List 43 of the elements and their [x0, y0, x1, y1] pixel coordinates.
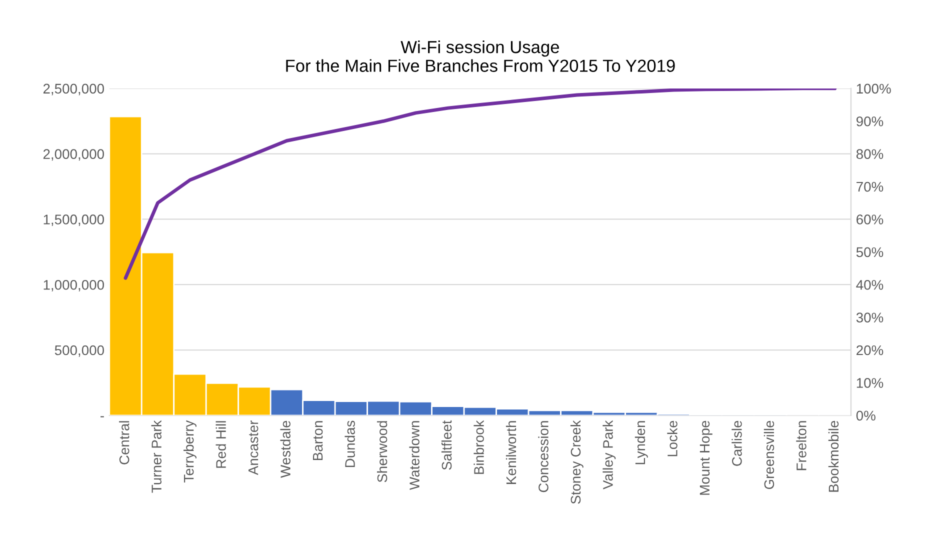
x-tick-label: Kenilworth	[506, 421, 516, 484]
x-tick-label: Lynden	[634, 421, 648, 464]
y-tick-label: 1,000,000	[44, 280, 104, 292]
x-tick-label: Barton	[313, 421, 323, 460]
y2-tick-label: 100%	[856, 84, 891, 94]
x-tick-label: Mount Hope	[700, 420, 712, 495]
x-tick-label: Freelton	[796, 421, 806, 470]
y-tick-label: 500,000	[54, 345, 104, 357]
x-tick-label: Westdale	[280, 420, 290, 478]
x-tick-label: Terryberry	[184, 420, 196, 482]
line-series	[124, 88, 837, 280]
y2-tick-label: 0%	[856, 410, 876, 421]
x-tick-label: Turner Park	[151, 420, 162, 493]
x-tick-label: Locke	[667, 420, 678, 456]
x-tick-label: Ancaster	[248, 420, 258, 476]
y-tick-label: 1,500,000	[44, 214, 104, 226]
y-tick-label: 2,500,000	[43, 84, 104, 96]
y-tick-label: -	[100, 416, 104, 418]
x-tick-label: Concession	[538, 421, 548, 492]
x-tick-label: Sherwood	[376, 421, 388, 482]
chart-title: Wi-Fi session Usage	[400, 40, 560, 57]
y-tick-label: 2,000,000	[43, 149, 104, 161]
x-tick-label: Saltfleet	[441, 420, 452, 470]
y2-tick-label: 80%	[856, 149, 884, 159]
x-tick-label: Waterdown	[409, 421, 420, 490]
y2-tick-label: 20%	[856, 345, 884, 356]
x-tick-label: Central	[119, 421, 130, 464]
x-tick-label: Bookmobile	[828, 420, 839, 492]
y2-tick-label: 70%	[856, 182, 884, 192]
y2-tick-label: 40%	[856, 280, 884, 290]
y2-tick-label: 30%	[856, 312, 884, 322]
x-tick-label: Stoney Creek	[570, 420, 584, 504]
x-tick-label: Carlisle	[732, 420, 742, 466]
chart-subtitle: For the Main Five Branches From Y2015 To Y2019	[286, 59, 675, 72]
x-tick-label: Greensville	[764, 420, 774, 490]
x-tick-label: Dundas	[344, 420, 355, 467]
y2-tick-label: 10%	[856, 378, 884, 388]
y2-tick-label: 50%	[856, 247, 884, 258]
y2-tick-label: 90%	[856, 116, 884, 126]
y2-tick-label: 60%	[856, 214, 884, 224]
x-tick-label: Binbrook	[474, 420, 484, 474]
x-tick-label: Red Hill	[216, 421, 226, 468]
x-tick-label: Valley Park	[602, 420, 616, 490]
